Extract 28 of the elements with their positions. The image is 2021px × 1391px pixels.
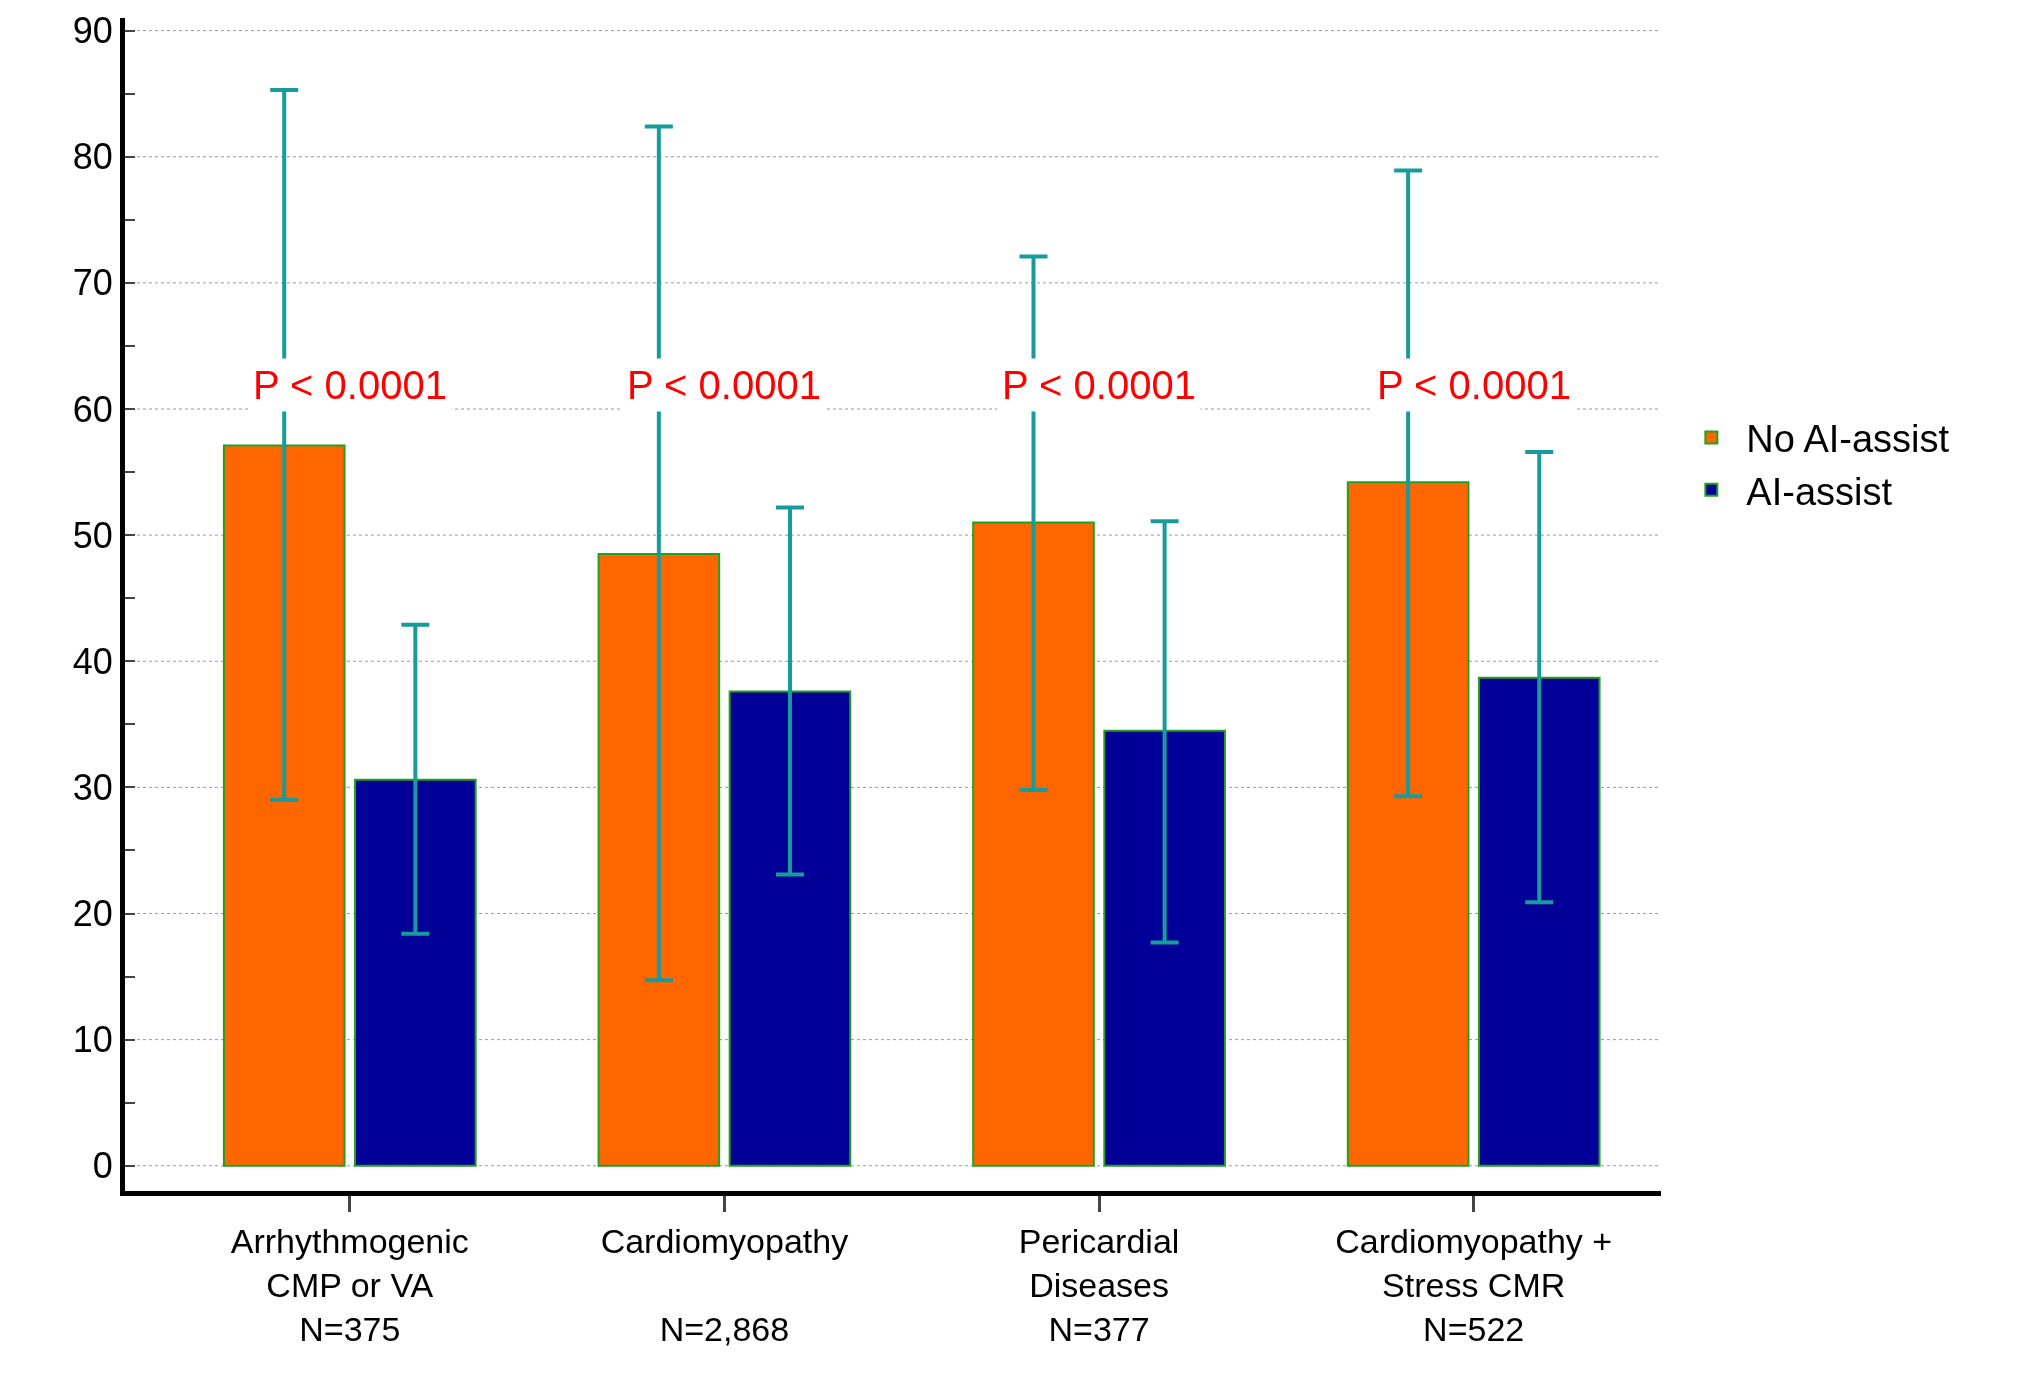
y-tick-label: 20 <box>72 893 113 935</box>
bar <box>1477 676 1601 1167</box>
bar <box>1103 729 1226 1167</box>
x-tick-label: Cardiomyopathy + Stress CMR N=522 <box>1335 1221 1613 1349</box>
annotation: P < 0.0001 <box>1002 363 1196 407</box>
bar <box>728 690 852 1167</box>
y-tick-label: 70 <box>72 262 113 304</box>
bar <box>354 778 477 1167</box>
y-tick-label: 0 <box>92 1145 113 1187</box>
bar <box>1346 481 1470 1167</box>
y-tick-label: 30 <box>72 766 113 808</box>
x-tick-label: Pericardial Diseases N=377 <box>1018 1221 1180 1349</box>
bar <box>222 444 346 1167</box>
y-tick-label: 60 <box>72 388 113 430</box>
legend-label: No AI-assist <box>1746 418 1950 461</box>
category-label: Cardiomyopathy N=2,868 <box>600 1221 849 1349</box>
annotation: P < 0.0001 <box>1377 363 1571 407</box>
y-tick-label: 40 <box>72 640 113 682</box>
annotation: P < 0.0001 <box>627 363 821 407</box>
bar <box>972 521 1095 1167</box>
y-tick-label: 90 <box>72 10 113 52</box>
y-tick-label: 80 <box>72 136 113 178</box>
bar <box>597 553 721 1167</box>
y-tick-label: 50 <box>72 514 113 556</box>
y-tick-label: 10 <box>72 1019 113 1061</box>
legend-label: AI-assist <box>1746 470 1893 513</box>
x-tick-label: Arrhythmogenic CMP or VA N=375 <box>230 1221 469 1349</box>
annotation: P < 0.0001 <box>253 363 447 407</box>
